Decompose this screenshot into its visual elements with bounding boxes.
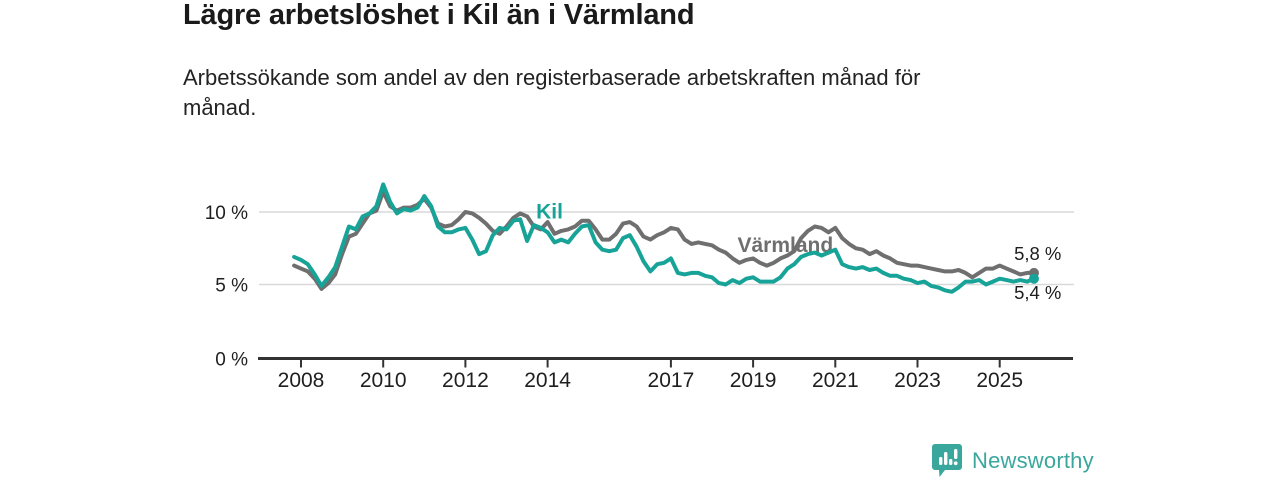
y-tick-label: 0 % — [215, 350, 248, 371]
y-tick-label: 5 % — [215, 276, 248, 297]
y-tick-label: 10 % — [205, 203, 248, 224]
series-label-värmland: Värmland — [737, 234, 833, 257]
series-label-kil: Kil — [536, 201, 563, 224]
chart-subtitle: Arbetssökande som andel av den registerb… — [183, 65, 921, 120]
newsworthy-logo-icon — [932, 444, 962, 477]
x-tick-label: 2023 — [894, 369, 941, 392]
newsworthy-brand: Newsworthy — [932, 443, 1094, 479]
chart-title: Lägre arbetslöshet i Kil än i Värmland — [183, 0, 695, 31]
series-end-dot-kil — [1028, 273, 1039, 284]
x-tick-label: 2010 — [360, 369, 407, 392]
x-tick-label: 2012 — [442, 369, 489, 392]
x-tick-label: 2017 — [648, 369, 695, 392]
x-tick-label: 2025 — [976, 369, 1023, 392]
x-tick-label: 2008 — [278, 369, 325, 392]
x-tick-label: 2019 — [730, 369, 777, 392]
series-line-kil — [292, 182, 1036, 294]
end-value-label: 5,4 % — [1014, 282, 1061, 303]
x-tick-label: 2014 — [524, 369, 571, 392]
x-tick-label: 2021 — [812, 369, 859, 392]
newsworthy-logo-text: Newsworthy — [972, 448, 1094, 473]
series-line-värmland — [292, 189, 1036, 291]
end-value-label: 5,8 % — [1014, 243, 1061, 264]
